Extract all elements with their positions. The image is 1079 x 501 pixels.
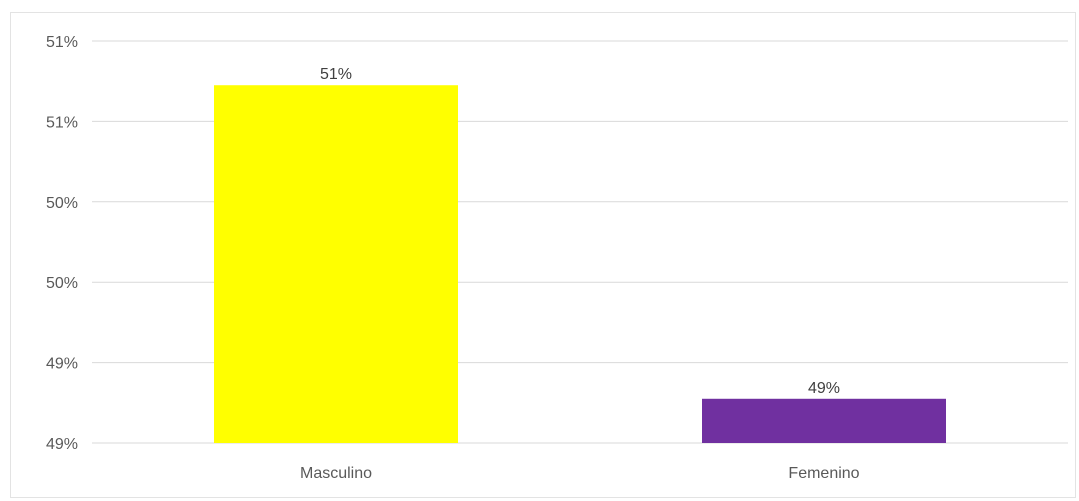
data-label: 49% [808,380,840,397]
data-label: 51% [320,66,352,83]
x-tick-label: Femenino [788,465,859,482]
y-tick-label: 49% [46,356,78,373]
x-tick-label: Masculino [300,465,372,482]
y-tick-label: 51% [46,114,78,131]
y-tick-label: 49% [46,436,78,453]
bar-layer [214,85,946,443]
y-tick-label: 51% [46,34,78,51]
bar-femenino [702,398,946,443]
bar-masculino [214,85,458,443]
y-tick-label: 50% [46,195,78,212]
y-tick-label: 50% [46,275,78,292]
label-layer: 49% 49% 50% 50% 51% 51% 51% Masculino 49% Femenin… [46,34,860,482]
